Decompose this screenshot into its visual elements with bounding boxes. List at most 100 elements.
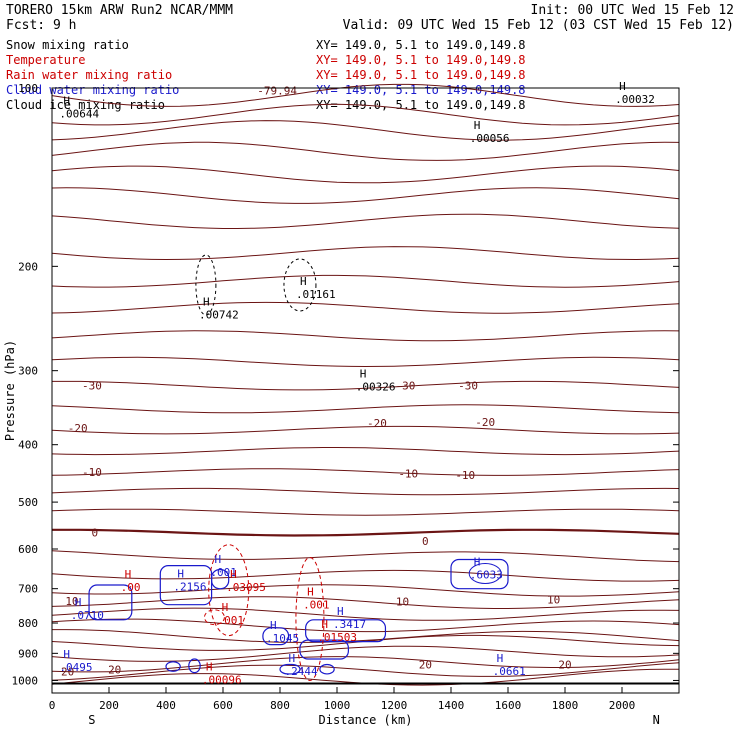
temperature-contour — [51, 618, 680, 633]
y-tick-label: 700 — [18, 583, 38, 596]
maximum-value-label: .0661 — [493, 665, 526, 678]
temperature-label: -20 — [475, 416, 495, 429]
rain-water-contours — [203, 544, 325, 681]
maximum-marker: H — [270, 619, 277, 632]
cloud-ice-contour — [195, 254, 217, 316]
maximum-marker: H — [125, 568, 132, 581]
maximum-value-label: .6033 — [470, 569, 503, 582]
north-end-label: N — [653, 713, 660, 727]
temperature-label: -30 — [82, 380, 102, 393]
maximum-marker: H — [474, 119, 481, 132]
header-block: TORERO 15km ARW Run2 NCAR/MMM Init: 00 U… — [6, 3, 734, 33]
maximum-value-label: .03095 — [226, 581, 266, 594]
forecast-hour: Fcst: 9 h — [6, 18, 76, 33]
x-tick-label: 1000 — [324, 699, 351, 712]
init-time: Init: 00 UTC Wed 15 Feb 12 — [531, 3, 735, 18]
rain-water-contour — [295, 556, 325, 681]
cloud-water-contour — [299, 639, 350, 660]
maximum-marker: H — [222, 601, 229, 614]
maximum-value-label: .0495 — [59, 661, 92, 674]
model-run-title: TORERO 15km ARW Run2 NCAR/MMM — [6, 3, 233, 18]
temperature-contours — [51, 83, 680, 686]
temperature-contour — [51, 487, 680, 496]
x-tick-label: 1800 — [552, 699, 579, 712]
maximum-value-label: .00032 — [615, 93, 655, 106]
temperature-labels: -79.94 -30 -30 -30 -20 -20 -20 -10 -10 -10 0 0 10 10 1… — [61, 85, 572, 679]
valid-time: Valid: 09 UTC Wed 15 Feb 12 (03 CST Wed … — [343, 18, 734, 33]
x-tick-label: 800 — [270, 699, 290, 712]
legend-coordinates: XY= 149.0, 5.1 to 149.0,149.8 — [316, 98, 526, 112]
maximum-value-label: .00326 — [356, 381, 396, 394]
maximum-marker: H — [321, 618, 328, 631]
temperature-label: -20 — [68, 422, 88, 435]
freezing-level-contour — [52, 528, 680, 537]
legend-label: Temperature — [6, 53, 85, 67]
x-tick-label: 1400 — [438, 699, 465, 712]
maximum-value-label: .2444 — [285, 665, 318, 678]
maximum-marker: H — [307, 586, 314, 599]
temperature-contour — [51, 103, 680, 126]
maximum-marker: H — [63, 648, 70, 661]
temperature-contour — [51, 508, 680, 516]
temperature-contour — [51, 165, 680, 184]
temperature-contour — [51, 584, 680, 597]
cloud-water-contour — [262, 627, 290, 646]
maximum-marker: H — [214, 553, 221, 566]
maximum-value-label: .001 — [210, 566, 237, 579]
y-tick-label: 1000 — [12, 674, 39, 687]
temperature-label: -30 — [395, 380, 415, 393]
cloud-water-contour — [450, 558, 509, 590]
x-tick-label: 400 — [156, 699, 176, 712]
x-tick-label: 1600 — [495, 699, 522, 712]
temperature-label: -10 — [455, 469, 475, 482]
legend-coordinates: XY= 149.0, 5.1 to 149.0,149.8 — [316, 53, 526, 67]
temperature-contour — [51, 550, 680, 563]
cloud-ice-contour — [283, 258, 317, 312]
legend-coordinates: XY= 149.0, 5.1 to 149.0,149.8 — [316, 68, 526, 82]
x-tick-label: 600 — [213, 699, 233, 712]
cloud-water-contour — [165, 661, 181, 672]
temperature-label: 20 — [558, 659, 571, 672]
rain-water-contour — [203, 609, 225, 626]
temperature-contour — [51, 569, 680, 582]
y-tick-label: 500 — [18, 496, 38, 509]
temperature-label: -30 — [458, 380, 478, 393]
temperature-contour — [51, 607, 680, 621]
maximum-marker: H — [337, 605, 344, 618]
maximum-value-label: .00644 — [59, 108, 99, 121]
temperature-contour — [51, 447, 680, 456]
cloud-water-contours — [88, 558, 509, 675]
maximum-value-label: .0710 — [71, 609, 104, 622]
temperature-label: 20 — [108, 663, 121, 676]
temperature-contour — [51, 645, 680, 662]
temperature-contour — [51, 246, 680, 261]
y-tick-label: 600 — [18, 543, 38, 556]
legend-label: Snow mixing ratio — [6, 38, 129, 52]
maximum-value-label: .00 — [121, 581, 141, 594]
maximum-marker: H — [63, 95, 70, 108]
temperature-label: 20 — [61, 666, 74, 679]
maximum-marker: H — [230, 568, 237, 581]
temperature-contour — [51, 656, 680, 673]
maximum-marker: H — [619, 80, 626, 93]
temperature-contour — [51, 634, 680, 651]
legend-coordinates: XY= 149.0, 5.1 to 149.0,149.8 — [316, 38, 526, 52]
y-tick-label: 800 — [18, 617, 38, 630]
legend-label: Cloud ice mixing ratio — [6, 98, 165, 112]
temperature-contour — [51, 213, 680, 229]
maximum-marker: H — [300, 275, 307, 288]
cloud-water-contour — [159, 565, 213, 606]
y-tick-label: 300 — [18, 365, 38, 378]
maximum-marker: H — [177, 568, 184, 581]
maximum-value-label: .2156 — [173, 581, 206, 594]
maximum-value-label: .01503 — [317, 631, 357, 644]
maximum-marker: H — [497, 652, 504, 665]
south-end-label: S — [88, 713, 95, 727]
temperature-label: 10 — [396, 596, 409, 609]
maximum-value-label: .1045 — [266, 632, 299, 645]
maximum-marker: H — [289, 652, 296, 665]
temperature-contour — [51, 274, 680, 288]
y-tick-label: 200 — [18, 260, 38, 273]
maximum-value-label: .00096 — [202, 674, 242, 687]
